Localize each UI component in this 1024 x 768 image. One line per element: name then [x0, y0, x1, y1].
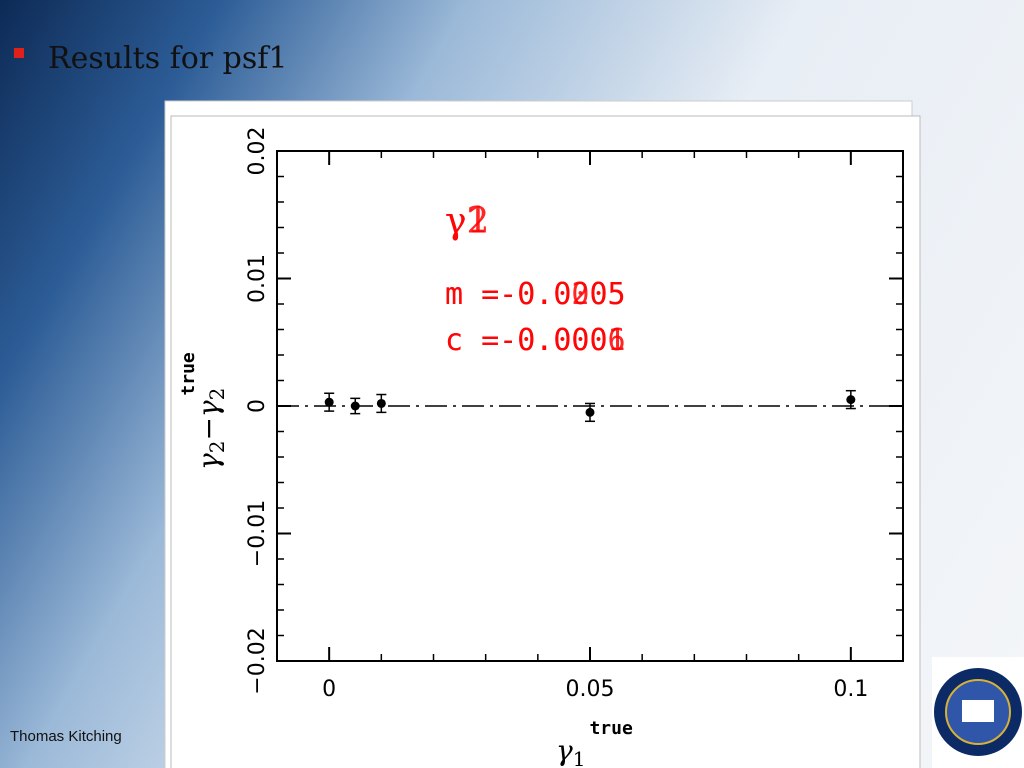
logo-book: [962, 700, 994, 722]
y-tick-label: −0.01: [245, 500, 270, 567]
x-axis-label: γ1true: [556, 718, 633, 768]
y-label-sub: 2: [205, 441, 229, 454]
x-tick-label: 0.1: [833, 677, 868, 702]
x-label-sup: true: [589, 718, 633, 739]
y-label-sub: 2: [205, 388, 229, 401]
annotation: m =-0.0005: [445, 277, 626, 312]
annotation: γ2: [445, 201, 489, 242]
data-point: [350, 401, 360, 411]
x-label-symbol: γ: [556, 734, 573, 767]
x-tick-label: 0.05: [566, 677, 615, 702]
annotation: c =-0.0001: [445, 323, 626, 358]
y-label-minus: −γ: [192, 400, 225, 440]
y-tick-label: 0.02: [245, 127, 270, 176]
data-point: [846, 395, 856, 405]
y-label-symbol: γ: [192, 453, 225, 470]
footer-author: Thomas Kitching: [10, 728, 122, 745]
x-tick-label: 0: [322, 677, 336, 702]
y-tick-label: 0: [245, 399, 270, 413]
y-axis-label: γ2−γ2true: [178, 352, 229, 470]
slide-title: Results for psf1: [48, 41, 287, 76]
image-frame: [170, 115, 921, 768]
y-label-sup: true: [178, 352, 199, 396]
data-point: [585, 407, 595, 417]
annotation: c =-0.0006: [445, 323, 626, 358]
x-label-sub: 1: [573, 747, 586, 768]
bullet: [14, 48, 24, 58]
y-tick-label: −0.02: [245, 627, 270, 694]
oxford-logo: [932, 657, 1024, 768]
data-point: [324, 397, 334, 407]
y-tick-label: 0.01: [245, 254, 270, 303]
data-point: [376, 398, 386, 408]
annotation: γ1: [445, 201, 489, 242]
annotation: m =-0.0205: [445, 277, 626, 312]
